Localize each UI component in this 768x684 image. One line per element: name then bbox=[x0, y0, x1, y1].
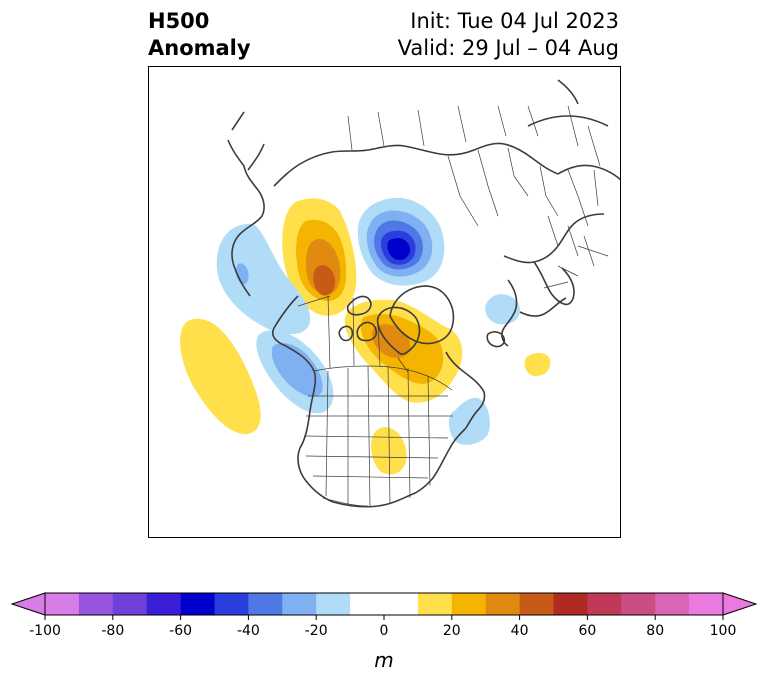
init-date-label: Init: Tue 04 Jul 2023 bbox=[410, 9, 619, 33]
colorbar-segment bbox=[180, 593, 215, 615]
asia-coast bbox=[527, 79, 621, 181]
colorbar-over-triangle bbox=[722, 592, 758, 616]
north-america-east-coast bbox=[445, 351, 486, 429]
colorbar-segment bbox=[248, 593, 283, 615]
pacific-negative-anomaly bbox=[216, 223, 311, 335]
north-america-west-coast bbox=[271, 295, 334, 503]
colorbar-tick-label: 0 bbox=[380, 623, 389, 639]
greenland-coast bbox=[389, 285, 455, 345]
coastlines bbox=[227, 79, 621, 508]
us-canada-border bbox=[313, 365, 453, 391]
colorbar-segment bbox=[214, 593, 249, 615]
colorbar-segment bbox=[621, 593, 656, 615]
north-america-south-coast bbox=[332, 427, 467, 508]
colorbar-segment bbox=[282, 593, 317, 615]
colorbar-tick-label: 60 bbox=[578, 623, 596, 639]
western-canada-ridge-40 bbox=[313, 265, 336, 296]
colorbar-segment bbox=[587, 593, 622, 615]
colorbar-body bbox=[10, 592, 758, 616]
colorbar-segment bbox=[417, 593, 453, 615]
scandinavia-coast bbox=[533, 261, 575, 306]
anomaly-map bbox=[148, 66, 621, 538]
colorbar: -100 -80 -60 -40 -20 0 20 40 60 80 100 m bbox=[10, 592, 758, 672]
colorbar-tick-label: 20 bbox=[443, 623, 461, 639]
us-state-borders bbox=[303, 365, 453, 507]
hudson-bay-coast bbox=[376, 306, 421, 355]
iceland-coast bbox=[486, 331, 506, 348]
colorbar-under-triangle bbox=[10, 592, 46, 616]
colorbar-tick-label: 40 bbox=[511, 623, 529, 639]
pacific-positive-anomaly bbox=[180, 318, 261, 435]
colorbar-tick-label: -40 bbox=[237, 623, 260, 639]
colorbar-unit-label: m bbox=[374, 648, 393, 672]
colorbar-segment bbox=[451, 593, 486, 615]
colorbar-segment bbox=[112, 593, 147, 615]
colorbar-segment bbox=[45, 593, 80, 615]
mexico-border bbox=[322, 497, 369, 507]
colorbar-segment bbox=[485, 593, 520, 615]
asia-interior-borders bbox=[347, 105, 601, 167]
bc-trough-20 bbox=[271, 343, 323, 397]
colorbar-segment bbox=[78, 593, 114, 615]
colorbar-tick-label: -60 bbox=[169, 623, 192, 639]
country-borders bbox=[297, 105, 609, 507]
colorbar-segment bbox=[350, 593, 419, 615]
colorbar-ticks: -100 -80 -60 -40 -20 0 20 40 60 80 100 bbox=[29, 615, 736, 639]
aleutian-islands bbox=[227, 111, 265, 171]
colorbar-tick-label: 80 bbox=[646, 623, 664, 639]
atlantic-positive-anomaly bbox=[524, 352, 551, 377]
variable-label: H500 bbox=[148, 9, 210, 33]
great-lakes-ridge bbox=[371, 427, 407, 475]
colorbar-segment bbox=[655, 593, 690, 615]
canada-province-borders bbox=[297, 295, 409, 373]
colorbar-tick-label: 100 bbox=[710, 623, 737, 639]
alaska-coast bbox=[231, 165, 265, 297]
colorbar-segment bbox=[553, 593, 588, 615]
valid-date-label: Valid: 29 Jul – 04 Aug bbox=[397, 36, 619, 60]
colorbar-segment bbox=[146, 593, 181, 615]
colorbar-segment bbox=[316, 593, 351, 615]
colorbar-tick-label: -80 bbox=[101, 623, 124, 639]
colorbar-segment bbox=[689, 593, 724, 615]
colorbar-segment bbox=[519, 593, 554, 615]
colorbar-tick-label: -100 bbox=[29, 623, 61, 639]
map-dates: Init: Tue 04 Jul 2023 Valid: 29 Jul – 04… bbox=[398, 8, 619, 62]
arctic-islands bbox=[338, 295, 378, 342]
colorbar-tick-label: -20 bbox=[305, 623, 328, 639]
map-title: H500 Anomaly bbox=[148, 8, 251, 62]
europe-borders bbox=[543, 215, 609, 289]
anomaly-label: Anomaly bbox=[148, 36, 251, 60]
russia-borders bbox=[447, 147, 599, 227]
map-frame bbox=[148, 66, 621, 538]
siberia-coast bbox=[273, 142, 559, 187]
arctic-low-50 bbox=[387, 238, 411, 261]
